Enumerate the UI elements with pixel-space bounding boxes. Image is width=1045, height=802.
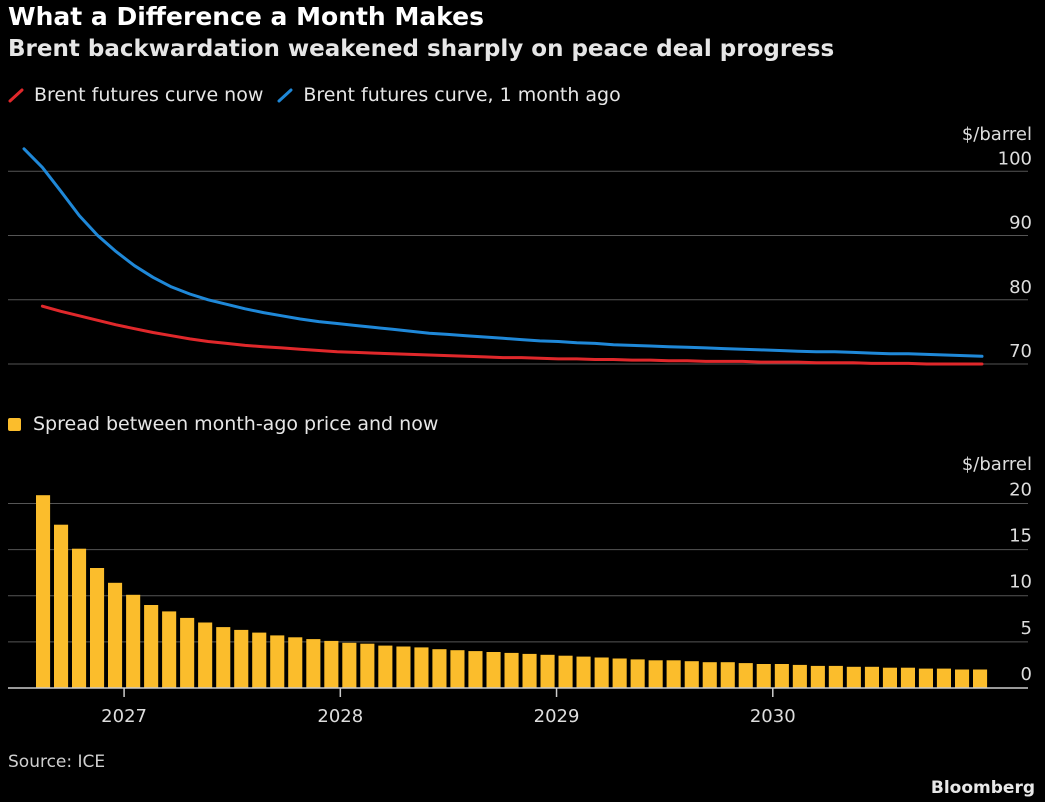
spread-bar bbox=[180, 617, 195, 688]
line-chart-ytick-label: 90 bbox=[1009, 213, 1032, 234]
chart-title: What a Difference a Month Makes bbox=[8, 2, 484, 31]
bar-chart-ytick-label: 5 bbox=[1021, 618, 1032, 639]
spread-bar bbox=[342, 642, 357, 688]
spread-bar bbox=[252, 632, 267, 688]
spread-bar bbox=[702, 662, 717, 688]
spread-bar bbox=[216, 627, 231, 688]
spread-bar bbox=[810, 665, 825, 688]
spread-bar bbox=[864, 666, 879, 688]
spread-bar bbox=[144, 605, 159, 688]
spread-bar bbox=[900, 667, 915, 688]
legend-swatch-spread bbox=[8, 417, 21, 431]
spread-bar bbox=[90, 568, 105, 688]
x-axis-tick-label: 2027 bbox=[101, 706, 147, 727]
line-chart-legend: Brent futures curve now Brent futures cu… bbox=[8, 84, 635, 106]
spread-bar bbox=[54, 524, 69, 688]
x-axis-tick-label: 2030 bbox=[750, 706, 796, 727]
spread-bar bbox=[576, 656, 591, 688]
line-chart-ytick-label: 100 bbox=[998, 148, 1032, 169]
spread-bar bbox=[738, 663, 753, 688]
bar-chart-ytick-label: 20 bbox=[1009, 479, 1032, 500]
spread-bar bbox=[468, 651, 483, 688]
spread-bar bbox=[306, 639, 321, 688]
x-axis: 2027 2028 2029 2030 bbox=[101, 688, 796, 727]
spread-bar bbox=[594, 657, 609, 688]
spread-bar bbox=[774, 664, 789, 688]
spread-bar bbox=[378, 645, 393, 688]
legend-item-spread: Spread between month-ago price and now bbox=[8, 413, 438, 435]
bar-chart-legend: Spread between month-ago price and now bbox=[8, 413, 452, 435]
spread-bar bbox=[324, 640, 339, 688]
chart-subtitle: Brent backwardation weakened sharply on … bbox=[8, 36, 835, 62]
spread-bar bbox=[414, 647, 429, 688]
series-line-now bbox=[40, 304, 984, 366]
bar-chart-ytick-label: 15 bbox=[1009, 526, 1032, 547]
spread-bar bbox=[126, 594, 141, 688]
source-note: Source: ICE bbox=[8, 752, 106, 772]
spread-bar bbox=[756, 664, 771, 688]
spread-bar bbox=[973, 669, 988, 688]
bar-chart-unit-label: $/barrel bbox=[962, 454, 1032, 475]
brand-logo: Bloomberg bbox=[930, 778, 1035, 798]
legend-swatch-now bbox=[8, 88, 24, 103]
spread-bar bbox=[630, 659, 645, 688]
legend-label-now: Brent futures curve now bbox=[34, 84, 264, 106]
spread-bar bbox=[955, 669, 970, 688]
spread-bar bbox=[720, 662, 735, 688]
spread-bar bbox=[396, 646, 411, 688]
spread-bar bbox=[828, 665, 843, 688]
legend-label-spread: Spread between month-ago price and now bbox=[33, 413, 439, 435]
bar-chart: 0 5 10 15 20 $/barrel bbox=[8, 454, 1032, 689]
spread-bar bbox=[270, 635, 285, 688]
bar-chart-ytick-label: 10 bbox=[1009, 572, 1032, 593]
spread-bar bbox=[540, 654, 555, 688]
spread-bar bbox=[558, 655, 573, 688]
spread-bar bbox=[108, 582, 123, 688]
spread-bar bbox=[648, 660, 663, 688]
spread-bar bbox=[36, 495, 51, 688]
spread-bar bbox=[198, 622, 213, 688]
x-axis-tick-label: 2028 bbox=[317, 706, 363, 727]
spread-bar bbox=[936, 668, 951, 688]
spread-bar bbox=[918, 668, 933, 688]
spread-bar bbox=[72, 548, 87, 688]
series-line-month-ago bbox=[22, 147, 984, 358]
spread-bar bbox=[450, 650, 465, 688]
spread-bar bbox=[684, 661, 699, 688]
spread-bar bbox=[486, 652, 501, 688]
spread-bar bbox=[288, 637, 303, 689]
spread-bar bbox=[792, 664, 807, 688]
legend-label-month-ago: Brent futures curve, 1 month ago bbox=[303, 84, 621, 106]
line-chart: 70 80 90 100 $/barrel bbox=[8, 124, 1032, 366]
line-chart-ytick-label: 70 bbox=[1009, 341, 1032, 362]
spread-bar bbox=[882, 667, 897, 688]
spread-bar bbox=[522, 653, 537, 688]
spread-bar bbox=[504, 652, 519, 688]
spread-bar bbox=[432, 649, 447, 688]
line-chart-unit-label: $/barrel bbox=[962, 124, 1032, 145]
bar-chart-ytick-label: 0 bbox=[1021, 664, 1032, 685]
x-axis-tick-label: 2029 bbox=[534, 706, 580, 727]
spread-bar bbox=[612, 658, 627, 688]
spread-bar bbox=[360, 643, 375, 688]
legend-item-now: Brent futures curve now bbox=[8, 84, 263, 106]
spread-bar bbox=[162, 611, 177, 688]
spread-bar bbox=[234, 629, 249, 688]
spread-bar bbox=[846, 666, 861, 688]
line-chart-ytick-label: 80 bbox=[1009, 277, 1032, 298]
legend-swatch-month-ago bbox=[277, 88, 293, 103]
legend-item-month-ago: Brent futures curve, 1 month ago bbox=[277, 84, 621, 106]
spread-bar bbox=[666, 660, 681, 688]
